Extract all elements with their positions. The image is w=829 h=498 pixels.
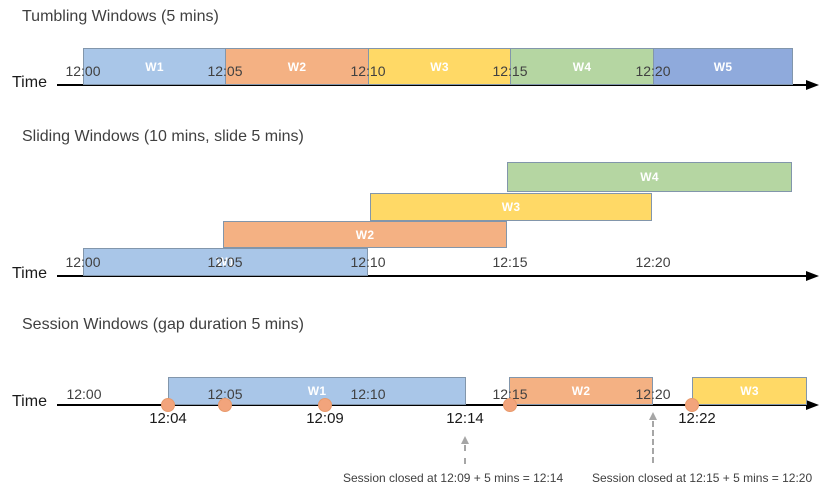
dashed-arrow-up-icon bbox=[649, 412, 657, 420]
tick-label: 12:20 bbox=[635, 386, 671, 402]
event-time-label: 12:14 bbox=[446, 410, 484, 427]
tick-label: 12:05 bbox=[207, 254, 243, 270]
sliding-window-w2: W2 bbox=[223, 221, 507, 248]
session-window-w2: W2 bbox=[509, 377, 653, 405]
window-label: W3 bbox=[501, 200, 521, 214]
tumbling-window-w3: W3 bbox=[368, 48, 511, 85]
sliding-axis-arrowhead bbox=[806, 271, 819, 281]
session-annotation: Session closed at 12:15 + 5 mins = 12:20 bbox=[592, 471, 813, 485]
sliding-time-axis-label: Time bbox=[12, 265, 47, 282]
tick-label: 12:15 bbox=[492, 254, 528, 270]
tumbling-axis-line bbox=[57, 84, 808, 86]
window-label: W3 bbox=[740, 384, 759, 398]
tick-label: 12:20 bbox=[635, 254, 671, 270]
session-title: Session Windows (gap duration 5 mins) bbox=[22, 316, 304, 333]
sliding-axis-line bbox=[57, 275, 808, 277]
event-time-label: 12:09 bbox=[306, 410, 344, 427]
event-time-label: 12:04 bbox=[149, 410, 187, 427]
tick-label: 12:10 bbox=[350, 63, 386, 79]
tumbling-title: Tumbling Windows (5 mins) bbox=[22, 8, 219, 25]
event-dot bbox=[503, 398, 517, 412]
event-dot bbox=[218, 398, 232, 412]
window-label: W4 bbox=[572, 59, 592, 74]
session-window-w3: W3 bbox=[692, 377, 807, 405]
tumbling-window-w2: W2 bbox=[225, 48, 369, 85]
tumbling-window-w1: W1 bbox=[83, 48, 226, 85]
sliding-window-w1: W1 bbox=[83, 248, 368, 276]
event-dot bbox=[685, 398, 699, 412]
window-label: W3 bbox=[430, 59, 449, 74]
tick-label: 12:20 bbox=[635, 63, 671, 79]
tick-label: 12:00 bbox=[65, 254, 101, 270]
event-dot bbox=[318, 398, 332, 412]
tick-label: 12:10 bbox=[350, 254, 386, 270]
window-label: W2 bbox=[355, 227, 375, 242]
window-label: W4 bbox=[640, 170, 659, 184]
sliding-title: Sliding Windows (10 mins, slide 5 mins) bbox=[22, 128, 304, 145]
dashed-arrow-line bbox=[652, 421, 654, 463]
window-label: W5 bbox=[713, 59, 733, 74]
tick-label: 12:00 bbox=[65, 63, 101, 79]
event-dot bbox=[161, 398, 175, 412]
dashed-arrow-up-icon bbox=[461, 436, 469, 444]
window-label: W2 bbox=[571, 384, 591, 398]
tick-label: 12:15 bbox=[492, 63, 528, 79]
tick-label: 12:00 bbox=[66, 386, 102, 402]
tumbling-axis-arrowhead bbox=[806, 80, 819, 90]
tumbling-time-axis-label: Time bbox=[12, 74, 47, 91]
sliding-window-w4: W4 bbox=[507, 162, 792, 192]
event-time-label: 12:22 bbox=[678, 410, 716, 427]
session-window-w1: W1 bbox=[168, 377, 466, 405]
tick-label: 12:15 bbox=[492, 386, 528, 402]
tumbling-window-w5: W5 bbox=[653, 48, 793, 85]
sliding-window-w3: W3 bbox=[370, 193, 652, 221]
window-label: W1 bbox=[216, 255, 235, 269]
session-axis-arrowhead bbox=[806, 400, 819, 410]
session-time-axis-label: Time bbox=[12, 393, 47, 410]
tick-label: 12:10 bbox=[350, 386, 386, 402]
tick-label: 12:05 bbox=[207, 386, 243, 402]
window-label: W1 bbox=[307, 384, 327, 398]
dashed-arrow-line bbox=[464, 445, 466, 464]
window-label: W2 bbox=[287, 59, 307, 74]
tick-label: 12:05 bbox=[207, 63, 243, 79]
session-axis-line bbox=[57, 404, 808, 406]
session-annotation: Session closed at 12:09 + 5 mins = 12:14 bbox=[343, 471, 564, 485]
window-label: W1 bbox=[145, 59, 164, 74]
